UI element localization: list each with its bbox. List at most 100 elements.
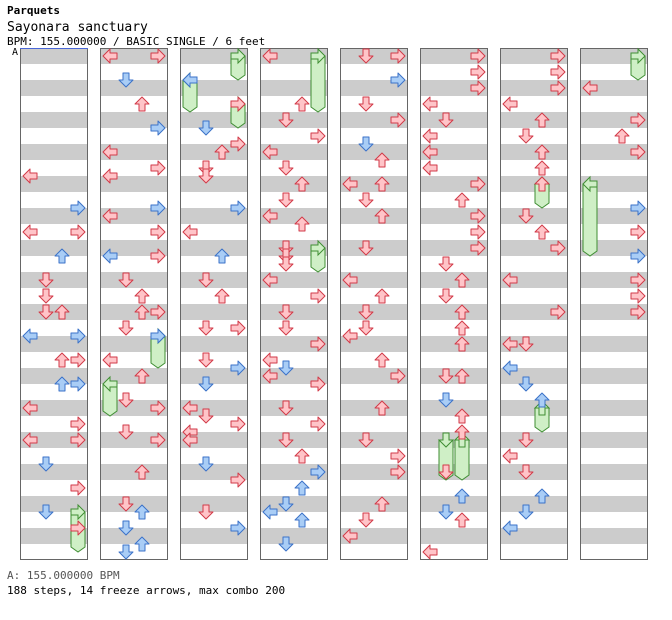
beat-band — [100, 208, 168, 224]
beat-band — [260, 400, 328, 416]
beat-band — [420, 400, 488, 416]
up-arrow-icon — [54, 304, 70, 320]
up-arrow-icon — [214, 288, 230, 304]
right-arrow-icon — [550, 240, 566, 256]
freeze-arrow — [582, 175, 598, 257]
freeze-arrow — [102, 375, 118, 417]
right-arrow-icon — [550, 80, 566, 96]
right-arrow-icon — [390, 112, 406, 128]
down-arrow-icon — [278, 536, 294, 552]
up-arrow-icon — [534, 160, 550, 176]
down-arrow-icon — [278, 256, 294, 272]
beat-band — [260, 176, 328, 192]
beat-band — [20, 144, 88, 160]
column-border — [500, 48, 568, 560]
beat-band — [420, 112, 488, 128]
beat-band — [420, 80, 488, 96]
right-arrow-icon — [470, 48, 486, 64]
left-arrow-icon — [262, 48, 278, 64]
left-arrow-icon — [262, 504, 278, 520]
right-arrow-icon — [550, 304, 566, 320]
right-arrow-icon — [230, 520, 246, 536]
right-arrow-icon — [70, 200, 86, 216]
left-arrow-icon — [342, 272, 358, 288]
right-arrow-icon — [70, 376, 86, 392]
beat-band — [500, 432, 568, 448]
beat-band — [340, 496, 408, 512]
beat-band — [260, 144, 328, 160]
beat-band — [260, 112, 328, 128]
down-arrow-icon — [518, 336, 534, 352]
beat-band — [180, 240, 248, 256]
right-arrow-icon — [150, 432, 166, 448]
down-arrow-icon — [518, 464, 534, 480]
left-arrow-icon — [502, 448, 518, 464]
beat-band — [500, 368, 568, 384]
left-arrow-icon — [502, 272, 518, 288]
up-arrow-icon — [454, 304, 470, 320]
up-arrow-icon — [614, 128, 630, 144]
left-arrow-icon — [102, 144, 118, 160]
right-arrow-icon — [630, 144, 646, 160]
down-arrow-icon — [518, 376, 534, 392]
up-arrow-icon — [294, 216, 310, 232]
beat-band — [340, 336, 408, 352]
beat-band — [180, 496, 248, 512]
down-arrow-icon — [198, 408, 214, 424]
beat-band — [340, 464, 408, 480]
down-arrow-icon — [38, 288, 54, 304]
beat-band — [180, 336, 248, 352]
column-border — [340, 48, 408, 560]
left-arrow-icon — [262, 208, 278, 224]
beat-band — [580, 496, 648, 512]
song-title: Sayonara sanctuary — [7, 20, 148, 35]
beat-band — [100, 496, 168, 512]
freeze-body — [310, 55, 326, 113]
beat-band — [580, 528, 648, 544]
beat-band — [580, 272, 648, 288]
beat-band — [420, 240, 488, 256]
down-arrow-icon — [358, 240, 374, 256]
up-arrow-icon — [54, 352, 70, 368]
beat-band — [20, 336, 88, 352]
right-arrow-icon — [470, 80, 486, 96]
right-arrow-icon — [310, 128, 326, 144]
up-arrow-icon — [134, 464, 150, 480]
right-arrow-icon — [70, 520, 86, 536]
beat-band — [180, 368, 248, 384]
left-arrow-icon — [262, 368, 278, 384]
beat-band — [20, 80, 88, 96]
down-arrow-icon — [438, 504, 454, 520]
right-arrow-icon — [310, 464, 326, 480]
down-arrow-icon — [278, 360, 294, 376]
left-arrow-icon — [102, 168, 118, 184]
left-arrow-icon — [102, 208, 118, 224]
beat-band — [260, 496, 328, 512]
right-arrow-icon — [550, 48, 566, 64]
right-arrow-icon — [390, 368, 406, 384]
right-arrow-icon — [630, 248, 646, 264]
beat-band — [260, 208, 328, 224]
down-arrow-icon — [198, 456, 214, 472]
beat-band — [500, 496, 568, 512]
bpm-marker-label: A — [12, 47, 19, 58]
beat-band — [180, 176, 248, 192]
left-freeze-head-icon — [102, 375, 118, 393]
right-arrow-icon — [70, 352, 86, 368]
up-arrow-icon — [374, 208, 390, 224]
left-arrow-icon — [22, 400, 38, 416]
beat-band — [100, 432, 168, 448]
beat-band — [500, 336, 568, 352]
down-arrow-icon — [198, 352, 214, 368]
beat-band — [580, 336, 648, 352]
down-arrow-icon — [278, 320, 294, 336]
beat-band — [580, 400, 648, 416]
beat-band — [500, 112, 568, 128]
right-arrow-icon — [390, 72, 406, 88]
down-arrow-icon — [278, 192, 294, 208]
up-arrow-icon — [294, 96, 310, 112]
up-arrow-icon — [214, 144, 230, 160]
chart-column-3 — [180, 48, 248, 560]
freeze-body — [582, 183, 598, 257]
